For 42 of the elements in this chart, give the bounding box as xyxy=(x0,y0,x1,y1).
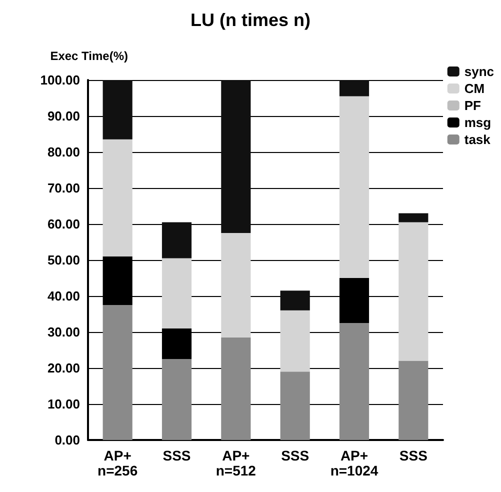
bar xyxy=(339,80,370,96)
x-tick-label: AP+ n=256 xyxy=(98,448,138,478)
bar xyxy=(162,222,192,258)
bar xyxy=(102,139,132,256)
bar xyxy=(162,258,192,328)
bar xyxy=(280,310,310,372)
y-tick-label: 40.00 xyxy=(47,288,80,304)
y-tick-label: 60.00 xyxy=(47,216,80,232)
x-tick-label: SSS xyxy=(281,448,310,464)
legend-label: sync xyxy=(464,64,494,79)
y-tick-label: 90.00 xyxy=(47,108,80,124)
bar xyxy=(398,213,428,222)
bar xyxy=(221,80,251,233)
bar xyxy=(339,323,370,440)
legend-label: CM xyxy=(464,81,485,96)
x-tick-label: AP+ n=512 xyxy=(216,448,256,478)
x-tick-label: AP+ n=1024 xyxy=(330,448,378,478)
y-axis-title: Exec Time(%) xyxy=(50,49,128,63)
y-tick-label: 70.00 xyxy=(47,180,80,196)
legend-label: msg xyxy=(464,115,492,130)
x-tick-label: SSS xyxy=(162,448,191,464)
x-tick-label: SSS xyxy=(399,448,428,464)
bar xyxy=(221,233,251,338)
y-tick-label: 20.00 xyxy=(47,360,80,376)
bar xyxy=(162,359,192,440)
y-tick-label: 100.00 xyxy=(40,72,80,88)
bar xyxy=(280,290,310,310)
legend-label: PF xyxy=(464,98,482,113)
y-tick-label: 50.00 xyxy=(47,252,80,268)
y-tick-label: 10.00 xyxy=(47,396,80,412)
bar xyxy=(280,372,310,440)
bar xyxy=(398,222,428,361)
bar xyxy=(339,96,370,278)
y-tick-label: 0.00 xyxy=(54,432,80,448)
bar xyxy=(221,337,251,440)
bar xyxy=(102,80,132,140)
chart-title: LU (n times n) xyxy=(190,10,311,30)
y-tick-label: 80.00 xyxy=(47,144,80,160)
bar xyxy=(398,360,428,440)
y-tick-label: 30.00 xyxy=(47,324,80,340)
bar xyxy=(102,305,132,440)
legend-label: task xyxy=(464,132,492,147)
